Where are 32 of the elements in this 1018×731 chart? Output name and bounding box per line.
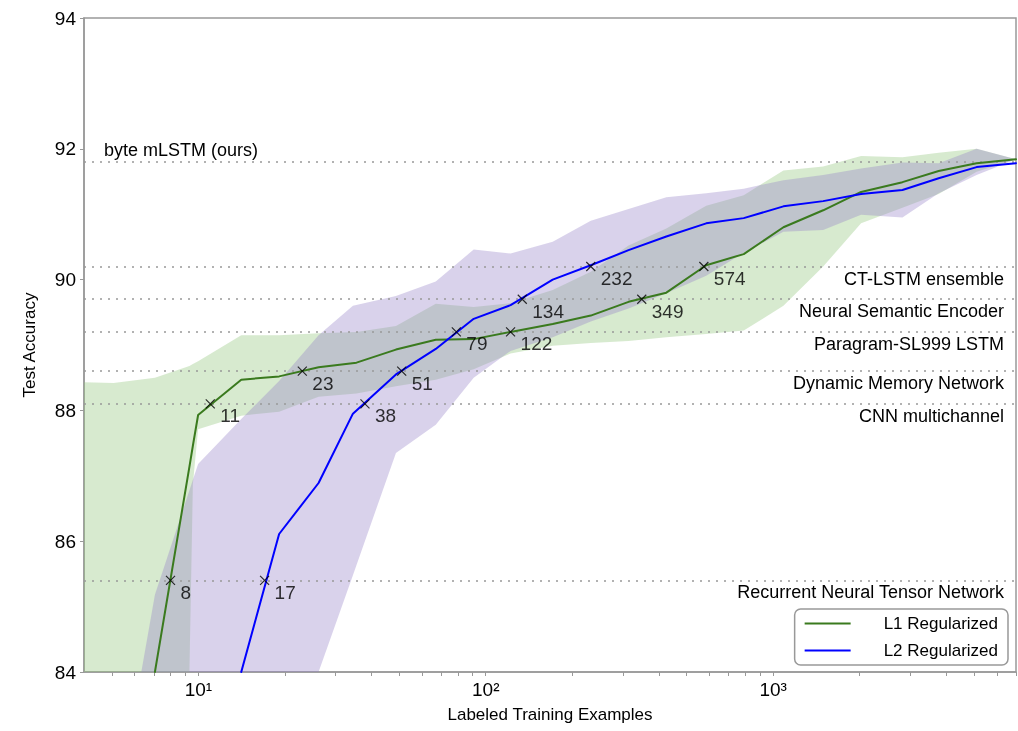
- y-tick-label: 94: [54, 7, 77, 29]
- annotation: 38: [374, 405, 397, 427]
- ref-line-label: Neural Semantic Encoder: [798, 301, 1004, 322]
- ref-line-label: Paragram-SL999 LSTM: [813, 333, 1004, 354]
- ref-line-label: byte mLSTM (ours): [104, 139, 259, 160]
- x-tick-label: 10²: [472, 679, 500, 700]
- y-tick-label: 84: [54, 661, 77, 683]
- annotation: 349: [651, 300, 684, 322]
- annotation: 122: [520, 333, 553, 355]
- y-tick-label: 88: [54, 399, 76, 421]
- annotation: 8: [180, 581, 192, 603]
- y-tick-label: 92: [54, 138, 76, 160]
- ref-line-label: Dynamic Memory Network: [792, 373, 1005, 394]
- annotation: 51: [411, 372, 433, 394]
- annotation: 574: [713, 268, 746, 290]
- ref-line-label: CNN multichannel: [858, 405, 1004, 426]
- x-tick-label: 10³: [759, 679, 787, 700]
- annotation: 79: [466, 333, 488, 355]
- ref-line-label: Recurrent Neural Tensor Network: [737, 582, 1005, 603]
- ref-line-label: CT-LSTM ensemble: [843, 268, 1004, 289]
- annotation: 23: [312, 372, 334, 394]
- y-tick-label: 90: [54, 269, 76, 291]
- annotation: 134: [532, 300, 565, 322]
- y-axis-title: Test Accuracy: [20, 292, 39, 398]
- legend-label: L1 Regularized: [883, 614, 999, 633]
- x-tick-label: 10¹: [184, 679, 213, 700]
- legend-label: L2 Regularized: [883, 641, 999, 660]
- annotation: 11: [220, 405, 240, 427]
- annotation: 232: [600, 268, 633, 290]
- annotation: 17: [274, 581, 296, 603]
- x-axis-title: Labeled Training Examples: [447, 705, 653, 724]
- y-tick-label: 86: [54, 530, 76, 552]
